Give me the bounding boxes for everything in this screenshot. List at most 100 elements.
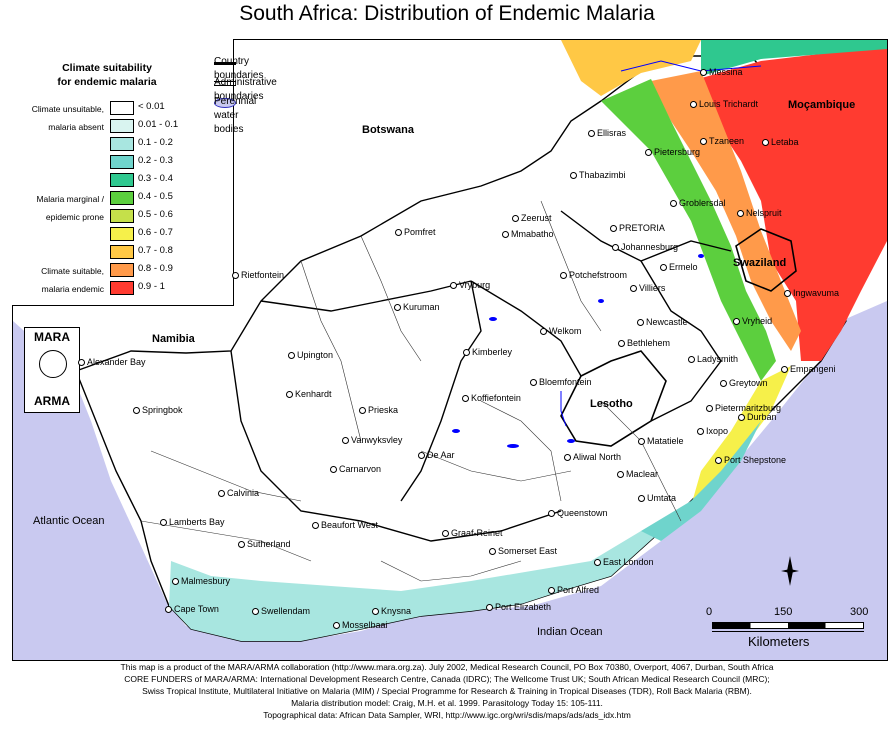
credit-line: CORE FUNDERS of MARA/ARMA: International… — [124, 674, 770, 684]
town-label: Ellisras — [588, 128, 626, 138]
town-name: Zeerust — [521, 213, 552, 223]
town-label: Potchefstroom — [560, 270, 627, 280]
legend-swatch — [110, 191, 134, 205]
town-name: Port Shepstone — [724, 455, 787, 465]
town-marker-icon — [548, 587, 555, 594]
legend-row: Climate suitable, 0.8 - 0.9 — [12, 262, 233, 278]
town-label: Mmabatho — [502, 229, 554, 239]
town-label: Pietersburg — [645, 147, 700, 157]
province-boundary — [230, 350, 562, 542]
town-marker-icon — [733, 318, 740, 325]
town-marker-icon — [706, 405, 713, 412]
town-name: East London — [603, 557, 654, 567]
province-boundary — [640, 260, 722, 422]
mara-logo: MARA ARMA — [24, 327, 80, 413]
town-name: Pomfret — [404, 227, 436, 237]
country-boundary-swatch — [214, 62, 236, 65]
town-marker-icon — [463, 349, 470, 356]
town-label: Empangeni — [781, 364, 836, 374]
town-marker-icon — [462, 395, 469, 402]
legend-swatch — [110, 173, 134, 187]
town-label: Prieska — [359, 405, 398, 415]
credit-line: Swiss Tropical Institute, Multilateral I… — [142, 686, 752, 696]
legend-swatch — [110, 137, 134, 151]
legend-group-label: epidemic prone — [45, 212, 104, 222]
town-name: Lamberts Bay — [169, 517, 225, 527]
town-label: Groblersdal — [670, 198, 726, 208]
scale-bar-underline — [712, 631, 864, 632]
legend-range-label: 0.1 - 0.2 — [138, 137, 173, 148]
town-label: Pomfret — [395, 227, 436, 237]
legend-swatch — [110, 155, 134, 169]
town-marker-icon — [645, 149, 652, 156]
legend-swatch — [110, 119, 134, 133]
town-marker-icon — [594, 559, 601, 566]
town-label: Port Elizabeth — [486, 602, 551, 612]
legend-group-label: Malaria marginal / — [36, 194, 104, 204]
legend-group-label: malaria absent — [48, 122, 104, 132]
town-label: Maclear — [617, 469, 658, 479]
town-label: Pietermaritzburg — [706, 403, 781, 413]
town-marker-icon — [218, 490, 225, 497]
town-name: Ellisras — [597, 128, 627, 138]
town-label: Port Shepstone — [715, 455, 786, 465]
town-label: Carnarvon — [330, 464, 381, 474]
zone-coastal-yellow — [691, 366, 791, 506]
zone-green-band — [601, 79, 776, 381]
legend-swatch — [110, 227, 134, 241]
legend-range-label: < 0.01 — [138, 101, 165, 112]
town-name: Vryheid — [742, 316, 773, 326]
legend-row: epidemic prone 0.5 - 0.6 — [12, 208, 233, 224]
town-marker-icon — [715, 457, 722, 464]
town-marker-icon — [781, 366, 788, 373]
town-marker-icon — [720, 380, 727, 387]
town-name: Greytown — [729, 378, 768, 388]
town-marker-icon — [670, 200, 677, 207]
town-name: Pietermaritzburg — [715, 403, 782, 413]
legend-row: 0.7 - 0.8 — [12, 244, 233, 260]
town-marker-icon — [333, 622, 340, 629]
town-label: Kuruman — [394, 302, 440, 312]
town-name: Villiers — [639, 283, 666, 293]
town-marker-icon — [502, 231, 509, 238]
town-label: Upington — [288, 350, 333, 360]
town-label: Cape Town — [165, 604, 219, 614]
legend-group-label: Climate unsuitable, — [31, 104, 104, 114]
town-name: Kuruman — [403, 302, 440, 312]
legend-range-label: 0.8 - 0.9 — [138, 263, 173, 274]
globe-icon — [39, 350, 67, 378]
ocean-label-indian: Indian Ocean — [537, 626, 603, 638]
province-boundary — [400, 280, 482, 502]
water-bodies — [452, 254, 704, 448]
town-name: Knysna — [381, 606, 412, 616]
town-name: Tzaneen — [709, 136, 745, 146]
town-name: Springbok — [142, 405, 183, 415]
town-name: Kenhardt — [295, 389, 332, 399]
town-marker-icon — [700, 69, 707, 76]
town-name: Mosselbaai — [342, 620, 388, 630]
town-name: Ladysmith — [697, 354, 739, 364]
legend-range-label: 0.5 - 0.6 — [138, 209, 173, 220]
town-label: Calvinia — [218, 488, 259, 498]
province-boundary — [470, 280, 582, 377]
town-name: Durban — [747, 412, 777, 422]
town-label: Kenhardt — [286, 389, 332, 399]
river — [620, 60, 762, 72]
town-label: Durban — [738, 412, 777, 422]
town-name: Newcastle — [646, 317, 688, 327]
town-name: Thabazimbi — [579, 170, 626, 180]
logo-top-text: MARA — [34, 330, 70, 344]
town-marker-icon — [688, 356, 695, 363]
town-marker-icon — [165, 606, 172, 613]
legend-row: malaria absent 0.01 - 0.1 — [12, 118, 233, 134]
town-marker-icon — [588, 130, 595, 137]
ocean-label-atlantic: Atlantic Ocean — [33, 515, 105, 527]
town-label: Springbok — [133, 405, 183, 415]
town-name: Messina — [709, 67, 743, 77]
town-label: Kimberley — [463, 347, 512, 357]
town-label: Sutherland — [238, 539, 291, 549]
town-marker-icon — [630, 285, 637, 292]
legend-swatch — [110, 101, 134, 115]
region-label-swaziland: Swaziland — [733, 257, 787, 269]
river — [560, 391, 567, 427]
